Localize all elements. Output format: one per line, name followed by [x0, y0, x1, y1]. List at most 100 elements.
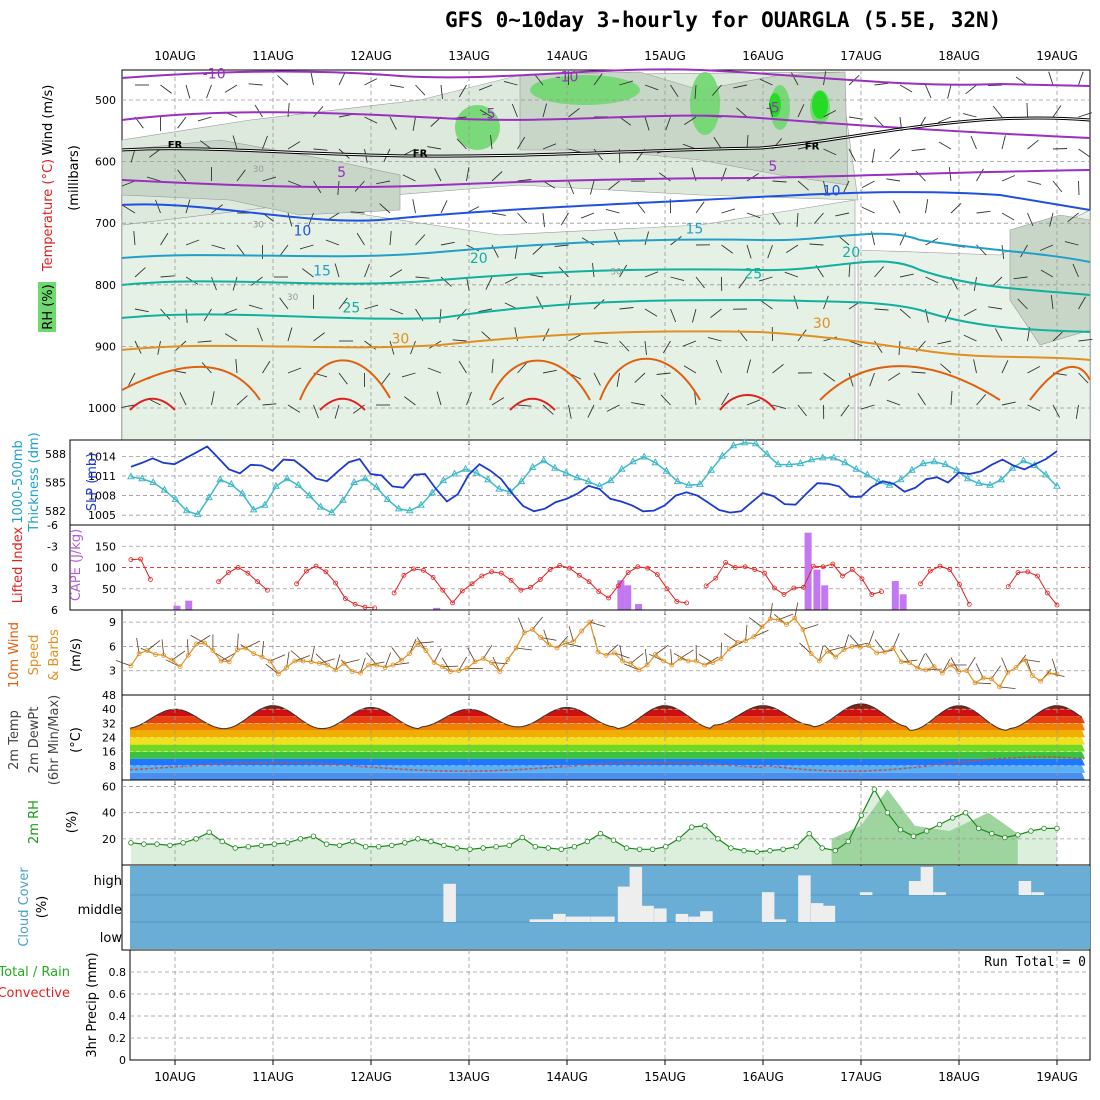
wind-speed-marker [898, 659, 904, 665]
date-label-top: 12AUG [350, 49, 392, 63]
rh-marker [545, 845, 551, 851]
temperature-contour [121, 330, 1091, 361]
panel-stability: -6 -3 0 3 6 50 100 150 [47, 519, 1091, 617]
contour-label: 10 [293, 224, 311, 240]
wind-barb [310, 646, 315, 662]
wind-speed-marker [743, 638, 748, 644]
wind-barb [287, 103, 290, 118]
li-marker [245, 570, 251, 576]
rh-marker [1002, 834, 1008, 841]
date-label-bottom: 18AUG [938, 1070, 980, 1084]
rh-marker [741, 847, 747, 854]
wind-barb [948, 167, 952, 182]
li-marker [450, 600, 456, 606]
li-marker [528, 584, 533, 590]
wind-speed-marker [439, 664, 445, 670]
wind-barb [658, 172, 671, 182]
slp-tick: 1008 [88, 490, 116, 503]
wind-tick: 9 [109, 616, 116, 629]
temp-tick: 32 [102, 717, 116, 730]
wind-barb [940, 363, 952, 374]
wind-barb [644, 231, 650, 246]
wind-barb [452, 339, 467, 342]
thickness-marker [517, 477, 526, 485]
wind-barb [514, 244, 518, 259]
thickness-marker [182, 506, 191, 514]
wind-barb [1026, 102, 1028, 118]
wind-speed-marker [685, 658, 691, 664]
li-marker [1054, 602, 1060, 608]
slp-line [130, 445, 1058, 514]
rh-marker [1015, 832, 1021, 838]
wind-barb [134, 308, 149, 313]
wind-barb [427, 367, 442, 374]
wind-speed-marker [882, 649, 888, 655]
wind-speed-marker [521, 630, 527, 636]
date-label-bottom: 17AUG [840, 1070, 882, 1084]
wind-speed-marker [538, 635, 544, 640]
thickness-marker [1053, 481, 1061, 489]
wind-barb [797, 404, 807, 417]
wind-barb [648, 653, 664, 662]
rh-high-area [455, 105, 500, 150]
wind-barb [338, 297, 348, 310]
axis-label-rh: RH (%) [41, 284, 56, 329]
axis-label-temp-c: (6hr Min/Max) [47, 695, 62, 785]
cloud-bar [617, 886, 631, 895]
wind-speed-marker [923, 667, 929, 673]
wind-barb [134, 340, 142, 354]
wind-barb [360, 657, 366, 674]
thickness-marker [975, 478, 983, 486]
wind-speed-marker [489, 660, 494, 665]
wind-barb [134, 267, 146, 278]
wind-barb [886, 399, 901, 406]
li-marker [459, 588, 465, 594]
li-marker [352, 601, 358, 607]
wind-barb [542, 404, 554, 415]
date-label-bottom: 11AUG [252, 1070, 294, 1084]
wind-barb [698, 654, 714, 663]
wind-barb [466, 276, 470, 291]
wind-speed-marker [341, 661, 347, 666]
date-label-bottom: 12AUG [350, 1070, 392, 1084]
wind-barb [925, 199, 929, 214]
li-marker [235, 565, 241, 570]
thickness-marker [372, 482, 381, 490]
wind-barb [605, 208, 620, 214]
wind-barb [1051, 658, 1058, 675]
wind-barb [720, 642, 722, 659]
rh-marker [897, 827, 904, 833]
rh-marker [310, 833, 317, 839]
wind-barb [796, 212, 799, 228]
cloud-bar [798, 895, 811, 922]
rh-tick: 60 [102, 781, 116, 794]
wind-barb [970, 135, 977, 150]
wind-speed-marker [448, 669, 453, 674]
wind-speed-marker [513, 645, 519, 651]
rh-marker [558, 846, 564, 852]
wind-barb [491, 171, 503, 182]
wind-speed-marker [603, 652, 609, 658]
contour-label: 5 [337, 165, 346, 181]
wind-barb [517, 617, 525, 633]
wind-barb [376, 180, 391, 185]
thickness-marker [684, 480, 693, 488]
wind-barb [962, 113, 977, 118]
wind-barb [1052, 148, 1068, 150]
temperature-contour [121, 298, 1091, 333]
wind-speed-marker [316, 661, 322, 666]
wind-barb [843, 634, 849, 650]
wind-barb [439, 308, 442, 323]
rh-marker [297, 836, 304, 842]
slp-tick: 1011 [88, 470, 116, 483]
wind-barb [992, 105, 1003, 118]
li-marker [1035, 573, 1040, 579]
wind-barb [1064, 241, 1079, 246]
wind-barb [797, 180, 809, 191]
rh-shaded-area [121, 139, 401, 216]
wind-speed-marker [1013, 665, 1019, 670]
wind-barb [319, 658, 335, 664]
wind-barb [206, 84, 212, 99]
rh-marker [506, 842, 512, 849]
